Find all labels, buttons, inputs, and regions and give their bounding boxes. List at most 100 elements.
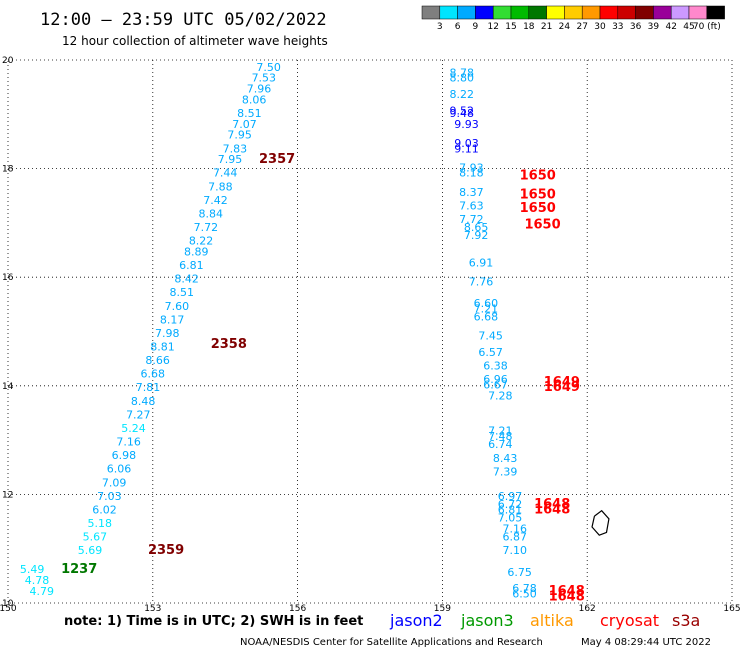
scale-swatch xyxy=(670,5,690,20)
scale-swatch xyxy=(706,5,725,20)
scale-label: 33 xyxy=(612,22,623,32)
scale-swatch xyxy=(546,5,565,20)
swh-value: 6.81 xyxy=(179,259,204,272)
swh-value: 7.60 xyxy=(165,300,190,313)
swh-value: 8.06 xyxy=(242,93,267,106)
swh-value: 6.74 xyxy=(488,438,513,451)
x-tick-label: 159 xyxy=(434,604,451,614)
track-time-label: 1649 xyxy=(544,380,580,395)
scale-label: 6 xyxy=(455,22,461,32)
scale-label: 9 xyxy=(473,22,479,32)
track-time-label: 1650 xyxy=(520,168,556,183)
swh-value: 8.78 xyxy=(449,66,474,79)
swh-value: 7.28 xyxy=(488,389,513,402)
scale-swatch xyxy=(439,5,458,20)
swh-value: 8.17 xyxy=(160,313,185,326)
swh-value: 7.03 xyxy=(97,490,122,503)
swh-value: 8.18 xyxy=(459,167,484,180)
legend-altika: altika xyxy=(530,611,574,630)
scale-swatch xyxy=(653,5,672,20)
swh-value: 8.51 xyxy=(170,286,195,299)
swh-value: 9.52 xyxy=(449,104,474,117)
track-time-label: 2359 xyxy=(148,543,184,558)
legend-s3a: s3a xyxy=(672,611,700,630)
plot-frame xyxy=(7,59,733,604)
swh-value: 6.97 xyxy=(498,490,523,503)
swh-value: 7.88 xyxy=(208,180,233,193)
swh-value: 7.50 xyxy=(256,61,281,74)
track-time-label: 1649 xyxy=(544,375,580,390)
scale-swatch xyxy=(617,5,636,20)
scale-label: 39 xyxy=(648,22,660,32)
y-tick-label: 12 xyxy=(2,490,13,500)
x-tick-label: 153 xyxy=(144,604,161,614)
swh-value: 7.53 xyxy=(252,72,277,85)
scale-swatch xyxy=(581,5,601,20)
swh-value: 6.91 xyxy=(469,256,494,269)
swh-value: 8.89 xyxy=(184,245,209,258)
x-tick-label: 162 xyxy=(579,604,596,614)
swh-value: 7.21 xyxy=(488,425,513,438)
swh-value: 9.11 xyxy=(454,142,479,155)
scale-swatch xyxy=(492,5,512,20)
swh-value: 6.96 xyxy=(483,373,508,386)
swh-value: 7.16 xyxy=(503,522,528,535)
swh-value: 7.45 xyxy=(478,330,503,343)
x-tick-label: 165 xyxy=(723,604,740,614)
swh-value: 7.76 xyxy=(469,275,494,288)
swh-value: 5.49 xyxy=(20,563,45,576)
swh-value: 5.69 xyxy=(78,544,103,557)
units-note: note: 1) Time is in UTC; 2) SWH is in fe… xyxy=(64,614,363,629)
swh-value: 6.78 xyxy=(512,582,537,595)
swh-value: 6.87 xyxy=(503,531,528,544)
legend-cryosat: cryosat xyxy=(600,611,659,630)
swh-value: 7.96 xyxy=(247,83,272,96)
swh-value: 7.44 xyxy=(213,167,238,180)
swh-value: 6.60 xyxy=(474,297,499,310)
swh-value: 8.48 xyxy=(131,395,156,408)
track-time-label: 1648 xyxy=(534,502,570,517)
chart-title: 12:00 – 23:59 UTC 05/02/2022 xyxy=(40,10,327,30)
scale-swatch xyxy=(475,5,494,20)
x-tick-label: 150 xyxy=(0,604,17,614)
track-time-label: 1648 xyxy=(549,589,585,604)
swh-value: 7.39 xyxy=(493,465,518,478)
scale-label: 21 xyxy=(541,22,552,32)
swh-value: 8.80 xyxy=(449,72,474,85)
swh-value: 6.98 xyxy=(112,449,137,462)
swh-value: 7.16 xyxy=(116,436,141,449)
swh-value: 5.24 xyxy=(121,422,146,435)
y-tick-label: 16 xyxy=(2,273,14,283)
scale-label: 3 xyxy=(437,22,443,32)
swh-value: 7.72 xyxy=(459,213,484,226)
swh-value: 6.81 xyxy=(498,503,523,516)
scale-label: 36 xyxy=(630,22,642,32)
x-tick-label: 156 xyxy=(289,604,306,614)
swh-value: 7.63 xyxy=(459,199,484,212)
swh-value: 6.68 xyxy=(141,368,166,381)
swh-value: 7.98 xyxy=(155,327,180,340)
scale-label: 30 xyxy=(594,22,606,32)
swh-value: 7.42 xyxy=(203,194,228,207)
timestamp-text: May 4 08:29:44 UTC 2022 xyxy=(581,637,711,648)
swh-value: 8.43 xyxy=(493,452,518,465)
swh-value: 8.81 xyxy=(150,341,175,354)
swh-value: 6.50 xyxy=(512,588,537,601)
swh-value: 7.83 xyxy=(223,142,248,155)
swh-value: 6.67 xyxy=(483,379,508,392)
y-tick-label: 14 xyxy=(2,382,14,392)
scale-label: 27 xyxy=(576,22,587,32)
swh-value: 6.72 xyxy=(498,498,523,511)
legend-jason3: jason3 xyxy=(460,611,514,630)
swh-value: 8.65 xyxy=(464,221,489,234)
swh-value: 7.07 xyxy=(232,118,257,131)
swh-value: 5.67 xyxy=(83,531,108,544)
track-time-label: 2358 xyxy=(211,337,247,352)
scale-label: 45 xyxy=(683,22,694,32)
swh-value: 6.06 xyxy=(107,463,132,476)
scale-swatch xyxy=(599,5,619,20)
scale-swatch xyxy=(421,5,441,20)
swh-value: 9.48 xyxy=(449,107,474,120)
swh-value: 6.68 xyxy=(474,311,499,324)
